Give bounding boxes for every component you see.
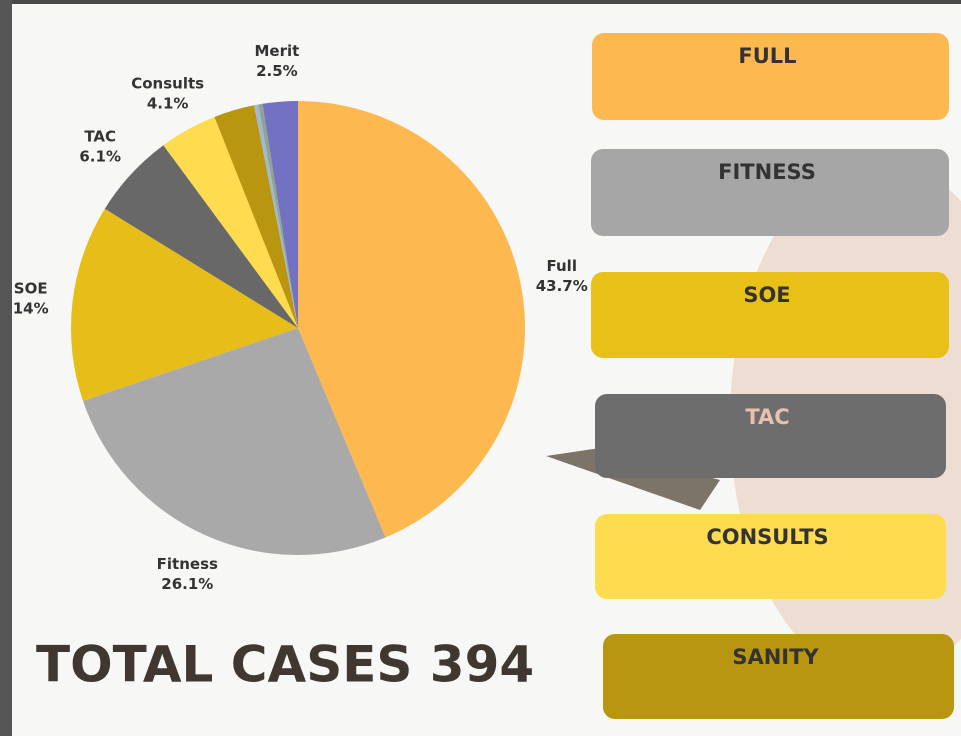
slice-value: 43.7% [536,277,588,295]
slice-category: SOE [14,279,48,297]
legend-panel-label: SANITY [732,645,819,669]
infographic: TOTAL CASES 394 Full 43.7% Fitness 26.1% SOE… [0,0,961,736]
slice-category: Merit [254,41,299,59]
slice-value: 4.1% [147,94,189,112]
total-title: TOTAL CASES 394 [36,636,534,694]
legend-panel-label: CONSULTS [706,525,828,549]
slice-category: Consults [131,74,204,92]
slice-value: 26.1% [161,575,213,593]
legend-panel-label: FULL [738,44,796,68]
slice-category: TAC [84,127,116,145]
legend-panel-label: FITNESS [718,160,816,184]
slice-category: Fitness [157,555,218,573]
legend-panel-label: TAC [745,405,789,429]
frame-top [0,0,961,4]
slice-value: 6.1% [79,147,121,165]
legend-panel-label: SOE [743,283,790,307]
slice-value: 2.5% [256,61,298,79]
slice-value: 14% [13,299,49,317]
slice-category: Full [547,257,577,275]
frame-left [0,0,12,736]
